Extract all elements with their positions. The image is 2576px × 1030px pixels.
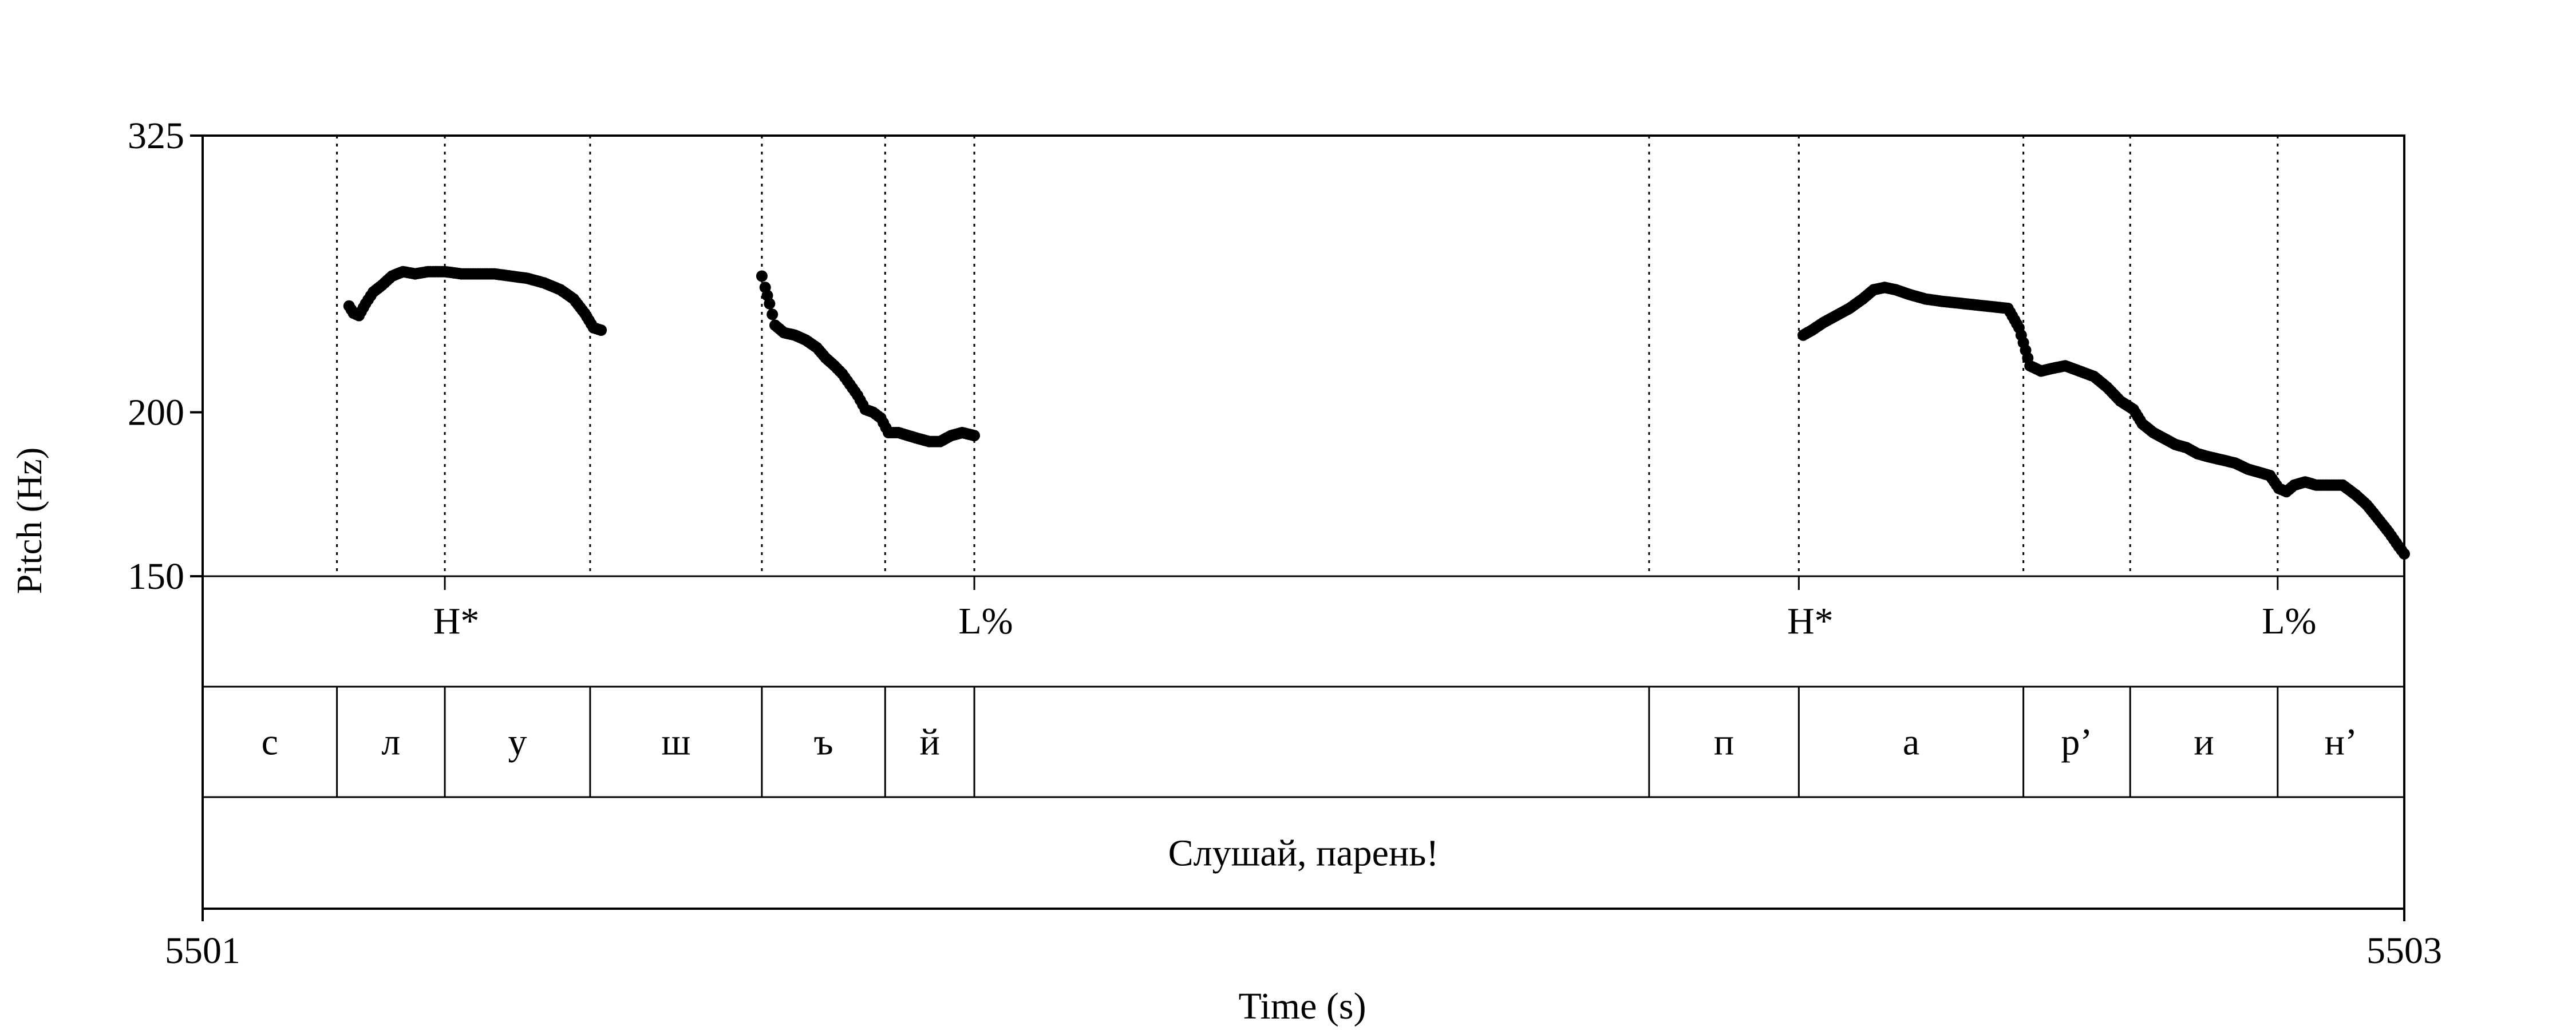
tone-label: H*: [1787, 600, 1834, 642]
segment-label: п: [1714, 722, 1734, 763]
pitch-point: [595, 324, 607, 336]
tone-label: L%: [2262, 600, 2316, 642]
segment-label: л: [381, 722, 400, 763]
pitch-point: [756, 270, 768, 282]
pitch-point: [969, 430, 980, 442]
segment-label: и: [2194, 722, 2214, 763]
plot-border: [202, 134, 2405, 910]
segment-label: р’: [2061, 722, 2092, 763]
plot-frame: [202, 134, 2405, 910]
tone-label: L%: [958, 600, 1013, 642]
y-axis-label: Pitch (Hz): [10, 447, 49, 595]
y-tick-label: 200: [128, 392, 184, 434]
segment-label: с: [262, 722, 278, 763]
segment-label: н’: [2325, 722, 2357, 763]
x-tick-label: 5501: [165, 930, 240, 972]
segment-label: ъ: [814, 722, 833, 763]
axes: 325 200 150 5501 5503: [128, 115, 2442, 972]
x-axis-label: Time (s): [1238, 985, 1366, 1027]
y-tick-label: 150: [128, 556, 184, 597]
x-tick-label: 5503: [2366, 930, 2442, 972]
annotation-tiers: H* L% H* L% с л у ш ъ й п а р’ и н’ Слушай, парень!: [262, 576, 2357, 874]
segment-boundary-lines: [336, 136, 2279, 576]
pitch-point: [764, 298, 776, 310]
segment-label: у: [508, 722, 527, 763]
pitch-point: [767, 308, 779, 320]
utterance-label: Слушай, парень!: [1168, 833, 1439, 874]
segment-label: а: [1903, 722, 1919, 763]
segment-label: ш: [661, 722, 690, 763]
segment-label: й: [919, 722, 939, 763]
y-tick-label: 325: [128, 115, 184, 157]
tone-label: H*: [433, 600, 480, 642]
pitch-contours: [343, 266, 2410, 560]
